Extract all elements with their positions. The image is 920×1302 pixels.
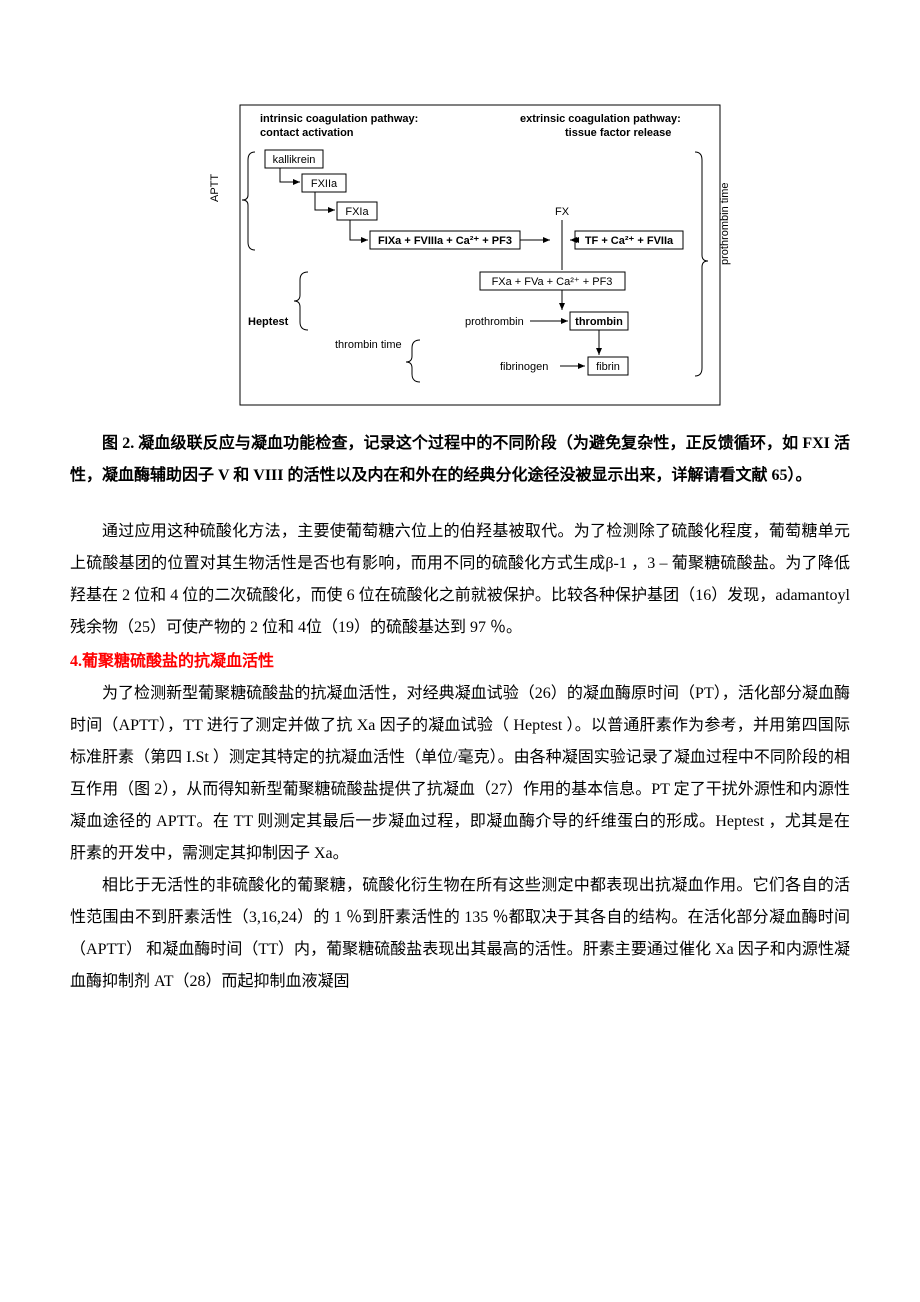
intrinsic-header-2: contact activation bbox=[260, 127, 354, 139]
section-4-heading: 4.葡聚糖硫酸盐的抗凝血活性 bbox=[70, 646, 850, 678]
figure-caption: 图 2. 凝血级联反应与凝血功能检查，记录这个过程中的不同阶段（为避免复杂性，正… bbox=[70, 428, 850, 492]
label-prothrombin-time: prothrombin time bbox=[719, 182, 731, 265]
paragraph-1: 通过应用这种硫酸化方法，主要使葡萄糖六位上的伯羟基被取代。为了检测除了硫酸化程度… bbox=[70, 516, 850, 644]
diagram-svg: intrinsic coagulation pathway: contact a… bbox=[180, 100, 740, 410]
text-tf-complex: TF + Ca²⁺ + FVIIa bbox=[585, 235, 674, 247]
text-fx: FX bbox=[555, 206, 570, 218]
label-thrombin-time: thrombin time bbox=[335, 339, 402, 351]
section-paragraph-1: 为了检测新型葡聚糖硫酸盐的抗凝血活性，对经典凝血试验（26）的凝血酶原时间（PT… bbox=[70, 678, 850, 870]
text-fxia: FXIa bbox=[345, 206, 369, 218]
text-fixa-complex: FIXa + FVIIIa + Ca²⁺ + PF3 bbox=[378, 235, 512, 247]
section-paragraph-2: 相比于无活性的非硫酸化的葡聚糖，硫酸化衍生物在所有这些测定中都表现出抗凝血作用。… bbox=[70, 870, 850, 998]
text-thrombin: thrombin bbox=[575, 316, 623, 328]
text-kallikrein: kallikrein bbox=[273, 154, 316, 166]
coagulation-diagram: intrinsic coagulation pathway: contact a… bbox=[180, 100, 740, 410]
extrinsic-header-1: extrinsic coagulation pathway: bbox=[520, 113, 681, 125]
intrinsic-header-1: intrinsic coagulation pathway: bbox=[260, 113, 418, 125]
text-fxa-complex: FXa + FVa + Ca²⁺ + PF3 bbox=[492, 276, 613, 288]
label-heptest: Heptest bbox=[248, 316, 289, 328]
extrinsic-header-2: tissue factor release bbox=[565, 127, 671, 139]
label-aptt: APTT bbox=[209, 174, 221, 202]
text-prothrombin: prothrombin bbox=[465, 316, 524, 328]
text-fibrinogen: fibrinogen bbox=[500, 361, 548, 373]
text-fxiia: FXIIa bbox=[311, 178, 338, 190]
text-fibrin: fibrin bbox=[596, 361, 620, 373]
